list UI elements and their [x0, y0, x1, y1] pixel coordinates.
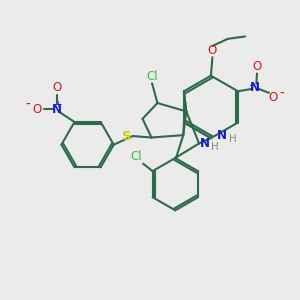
Text: Cl: Cl: [131, 150, 142, 163]
Text: S: S: [122, 130, 132, 142]
Text: H: H: [211, 142, 218, 152]
Text: +: +: [248, 81, 256, 90]
Text: O: O: [252, 60, 262, 74]
Text: -: -: [26, 98, 31, 112]
Text: -: -: [279, 87, 284, 101]
Text: O: O: [269, 91, 278, 104]
Text: O: O: [208, 44, 217, 57]
Text: N: N: [52, 103, 62, 116]
Text: N: N: [200, 137, 209, 150]
Text: N: N: [250, 81, 260, 94]
Text: N: N: [217, 129, 227, 142]
Text: O: O: [52, 81, 61, 94]
Text: H: H: [229, 134, 236, 144]
Text: O: O: [32, 103, 42, 116]
Text: +: +: [54, 100, 61, 109]
Text: Cl: Cl: [146, 70, 158, 83]
